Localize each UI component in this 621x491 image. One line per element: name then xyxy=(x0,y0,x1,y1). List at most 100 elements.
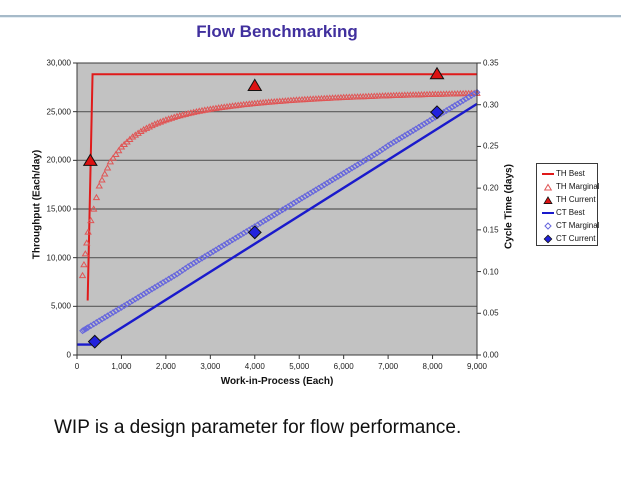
series-ct-marginal xyxy=(231,234,239,242)
series-ct-marginal xyxy=(368,153,375,160)
series-th-current xyxy=(429,66,445,80)
series-th-current xyxy=(82,153,98,166)
y-right-axis-title: Cycle Time (days) xyxy=(503,164,515,249)
legend-item-ct-best: CT Best xyxy=(537,206,597,219)
series-th-marginal xyxy=(87,216,95,224)
series-ct-marginal xyxy=(204,251,211,259)
series-th-marginal xyxy=(81,250,90,257)
series-ct-marginal xyxy=(379,145,386,153)
series-ct-marginal xyxy=(165,275,173,283)
series-ct-marginal xyxy=(334,173,342,180)
series-ct-marginal xyxy=(151,284,159,291)
series-th-marginal xyxy=(112,150,120,157)
series-ct-marginal xyxy=(193,258,200,265)
y-left-tick-label: 0 xyxy=(66,350,71,360)
series-ct-marginal xyxy=(181,265,189,272)
legend-item-ct-marginal: CT Marginal xyxy=(537,219,600,232)
series-ct-marginal xyxy=(115,305,123,313)
y-right-tick-label: 0.15 xyxy=(483,225,499,235)
legend-item-th-marginal: TH Marginal xyxy=(537,180,600,193)
series-ct-marginal xyxy=(409,127,417,134)
series-ct-marginal xyxy=(412,125,420,133)
series-ct-marginal xyxy=(315,184,323,192)
series-th-marginal xyxy=(128,133,137,140)
series-ct-marginal xyxy=(131,295,139,303)
series-ct-marginal xyxy=(387,140,395,148)
series-ct-marginal xyxy=(370,151,378,159)
series-ct-marginal xyxy=(279,206,286,214)
y-left-tick-label: 30,000 xyxy=(46,58,71,68)
series-ct-marginal xyxy=(304,191,311,199)
x-tick-label: 4,000 xyxy=(244,362,265,371)
series-ct-marginal xyxy=(470,90,478,98)
series-ct-marginal xyxy=(206,249,214,257)
series-ct-marginal xyxy=(220,241,228,249)
series-ct-marginal xyxy=(190,259,198,267)
series-ct-marginal xyxy=(462,95,470,103)
series-ct-marginal xyxy=(337,171,345,179)
legend-label: CT Marginal xyxy=(556,221,600,230)
series-ct-marginal xyxy=(237,231,245,239)
x-tick-label: 9,000 xyxy=(466,362,488,371)
series-ct-marginal xyxy=(229,236,236,244)
series-ct-marginal xyxy=(323,179,331,187)
top-divider-highlight xyxy=(0,17,621,18)
series-ct-marginal xyxy=(268,213,275,220)
y-left-axis-title: Throughput (Each/day) xyxy=(31,149,43,260)
series-ct-marginal xyxy=(331,174,339,182)
series-th-marginal xyxy=(106,158,115,165)
series-ct-marginal xyxy=(143,289,150,296)
series-ct-marginal xyxy=(226,238,234,245)
y-right-tick-label: 0.10 xyxy=(483,267,499,277)
series-ct-marginal xyxy=(154,282,161,290)
series-ct-marginal xyxy=(454,100,461,108)
series-ct-marginal xyxy=(176,268,184,276)
series-ct-marginal xyxy=(123,300,131,308)
series-th-marginal xyxy=(156,118,165,125)
series-th-current xyxy=(247,78,263,91)
y-left-tick-label: 10,000 xyxy=(46,253,71,263)
series-ct-marginal xyxy=(287,201,295,209)
y-left-tick-label: 15,000 xyxy=(46,204,71,214)
series-ct-marginal xyxy=(179,266,186,274)
series-ct-marginal xyxy=(256,219,264,227)
y-right-tick-label: 0.35 xyxy=(483,58,499,68)
series-ct-marginal xyxy=(162,277,170,285)
series-ct-marginal xyxy=(445,105,453,113)
x-tick-label: 1,000 xyxy=(111,362,132,371)
series-ct-marginal xyxy=(118,304,125,311)
series-th-best xyxy=(86,73,477,301)
series-ct-marginal xyxy=(343,168,350,175)
x-tick-label: 0 xyxy=(74,362,80,371)
line-icon xyxy=(542,172,554,175)
series-ct-marginal xyxy=(140,290,148,298)
series-ct-current xyxy=(87,334,102,349)
triangle-filled-icon xyxy=(543,195,553,204)
series-ct-marginal xyxy=(459,97,467,104)
line-icon xyxy=(542,211,554,214)
series-ct-marginal xyxy=(468,92,475,99)
series-ct-marginal xyxy=(345,166,353,174)
series-th-marginal xyxy=(159,117,167,124)
series-ct-marginal xyxy=(384,142,392,150)
legend-label: CT Current xyxy=(556,234,596,243)
series-th-marginal xyxy=(162,116,170,123)
chart-title: Flow Benchmarking xyxy=(196,22,358,41)
series-ct-marginal xyxy=(187,261,195,269)
series-ct-marginal xyxy=(295,196,303,204)
series-th-marginal xyxy=(170,113,178,120)
triangle-open-icon xyxy=(543,183,553,191)
series-th-marginal xyxy=(101,170,109,177)
series-ct-marginal xyxy=(301,193,309,200)
legend-label: TH Marginal xyxy=(556,182,600,191)
series-ct-marginal xyxy=(340,169,348,177)
series-ct-marginal xyxy=(170,272,178,280)
series-ct-marginal xyxy=(243,228,250,235)
series-th-marginal xyxy=(167,114,176,121)
series-th-marginal xyxy=(78,271,87,279)
series-ct-marginal xyxy=(87,322,95,330)
series-th-marginal xyxy=(92,193,101,201)
series-ct-marginal xyxy=(401,132,409,139)
series-ct-marginal xyxy=(318,183,325,190)
y-right-tick-label: 0.25 xyxy=(483,141,499,151)
